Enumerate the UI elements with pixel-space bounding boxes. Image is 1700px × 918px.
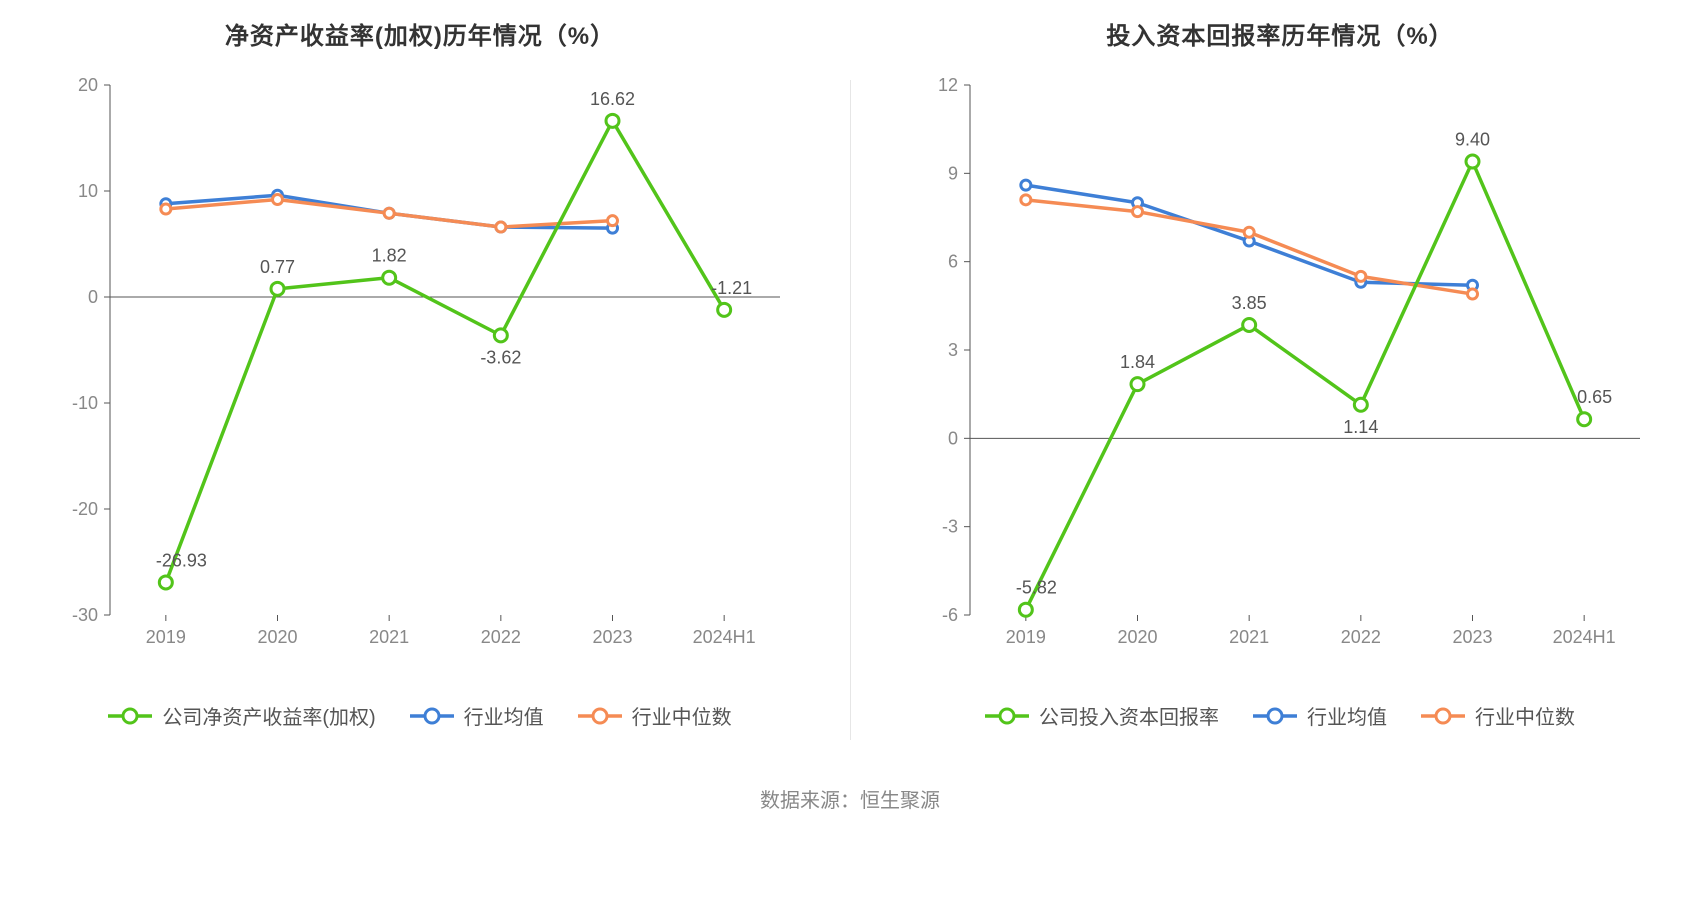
svg-text:-3: -3: [942, 517, 958, 537]
left-chart: -30 -20 -10 0 10 20 2019 2020 2021 2022 2023 2024H1…: [40, 65, 800, 665]
svg-text:10: 10: [78, 181, 98, 201]
svg-text:2024H1: 2024H1: [1553, 627, 1616, 647]
svg-text:16.62: 16.62: [590, 89, 635, 109]
chart-container: 净资产收益率(加权)历年情况（%） -30-20-100102020192020…: [0, 0, 1700, 833]
legend-swatch-icon: [578, 706, 622, 726]
legend-swatch-icon: [410, 706, 454, 726]
legend-swatch-icon: [985, 706, 1029, 726]
panel-divider: [850, 80, 851, 740]
svg-text:12: 12: [938, 75, 958, 95]
legend-item-avg: 行业均值: [1253, 701, 1387, 730]
right-title: 投入资本回报率历年情况（%）: [900, 16, 1660, 51]
panels-row: 净资产收益率(加权)历年情况（%） -30-20-100102020192020…: [40, 10, 1660, 740]
svg-text:-6: -6: [942, 605, 958, 625]
right-chart: -6 -3 0 3 6 9 12 2019 2020 2021 2022 2023 2024H1 -5.8…: [900, 65, 1660, 665]
svg-text:2022: 2022: [481, 627, 521, 647]
svg-text:-3.62: -3.62: [480, 347, 521, 367]
left-title: 净资产收益率(加权)历年情况（%）: [40, 16, 800, 51]
legend-swatch-icon: [108, 706, 152, 726]
svg-text:2020: 2020: [1117, 627, 1157, 647]
svg-text:3: 3: [948, 340, 958, 360]
svg-text:-1.21: -1.21: [711, 278, 752, 298]
legend-label: 公司净资产收益率(加权): [162, 701, 375, 730]
legend-item-median: 行业中位数: [1421, 701, 1575, 730]
svg-text:2023: 2023: [592, 627, 632, 647]
svg-text:3.85: 3.85: [1232, 293, 1267, 313]
svg-text:2021: 2021: [369, 627, 409, 647]
left-legend: 公司净资产收益率(加权) 行业均值 行业中位数: [40, 701, 800, 730]
legend-label: 行业中位数: [1475, 701, 1575, 730]
svg-text:-5.82: -5.82: [1016, 578, 1057, 598]
svg-text:2021: 2021: [1229, 627, 1269, 647]
svg-text:1.84: 1.84: [1120, 352, 1155, 372]
svg-text:-26.93: -26.93: [156, 550, 207, 570]
legend-swatch-icon: [1253, 706, 1297, 726]
left-panel: 净资产收益率(加权)历年情况（%） -30 -20 -10 0 10 20 2019 2020…: [40, 10, 800, 740]
legend-label: 行业均值: [464, 701, 544, 730]
svg-text:9: 9: [948, 163, 958, 183]
svg-text:-20: -20: [72, 499, 98, 519]
legend-item-company: 公司净资产收益率(加权): [108, 701, 375, 730]
svg-text:1.82: 1.82: [372, 246, 407, 266]
svg-text:-30: -30: [72, 605, 98, 625]
svg-text:20: 20: [78, 75, 98, 95]
svg-text:-10: -10: [72, 393, 98, 413]
legend-label: 公司投入资本回报率: [1039, 701, 1219, 730]
legend-item-avg: 行业均值: [410, 701, 544, 730]
legend-swatch-icon: [1421, 706, 1465, 726]
right-legend: 公司投入资本回报率 行业均值 行业中位数: [900, 701, 1660, 730]
svg-text:2019: 2019: [1006, 627, 1046, 647]
svg-text:6: 6: [948, 252, 958, 272]
svg-text:2023: 2023: [1452, 627, 1492, 647]
svg-text:0.65: 0.65: [1577, 387, 1612, 407]
right-panel: 投入资本回报率历年情况（%） -6 -3 0 3 6 9 12 2019 2020 2021 202…: [900, 10, 1660, 740]
svg-text:2024H1: 2024H1: [693, 627, 756, 647]
svg-text:2020: 2020: [257, 627, 297, 647]
svg-text:9.40: 9.40: [1455, 130, 1490, 150]
svg-text:0: 0: [88, 287, 98, 307]
svg-text:1.14: 1.14: [1343, 417, 1378, 437]
legend-item-company: 公司投入资本回报率: [985, 701, 1219, 730]
legend-item-median: 行业中位数: [578, 701, 732, 730]
svg-text:2022: 2022: [1341, 627, 1381, 647]
svg-text:0: 0: [948, 428, 958, 448]
svg-text:0.77: 0.77: [260, 257, 295, 277]
svg-text:2019: 2019: [146, 627, 186, 647]
legend-label: 行业均值: [1307, 701, 1387, 730]
footer-source: 数据来源：恒生聚源: [40, 784, 1660, 813]
legend-label: 行业中位数: [632, 701, 732, 730]
